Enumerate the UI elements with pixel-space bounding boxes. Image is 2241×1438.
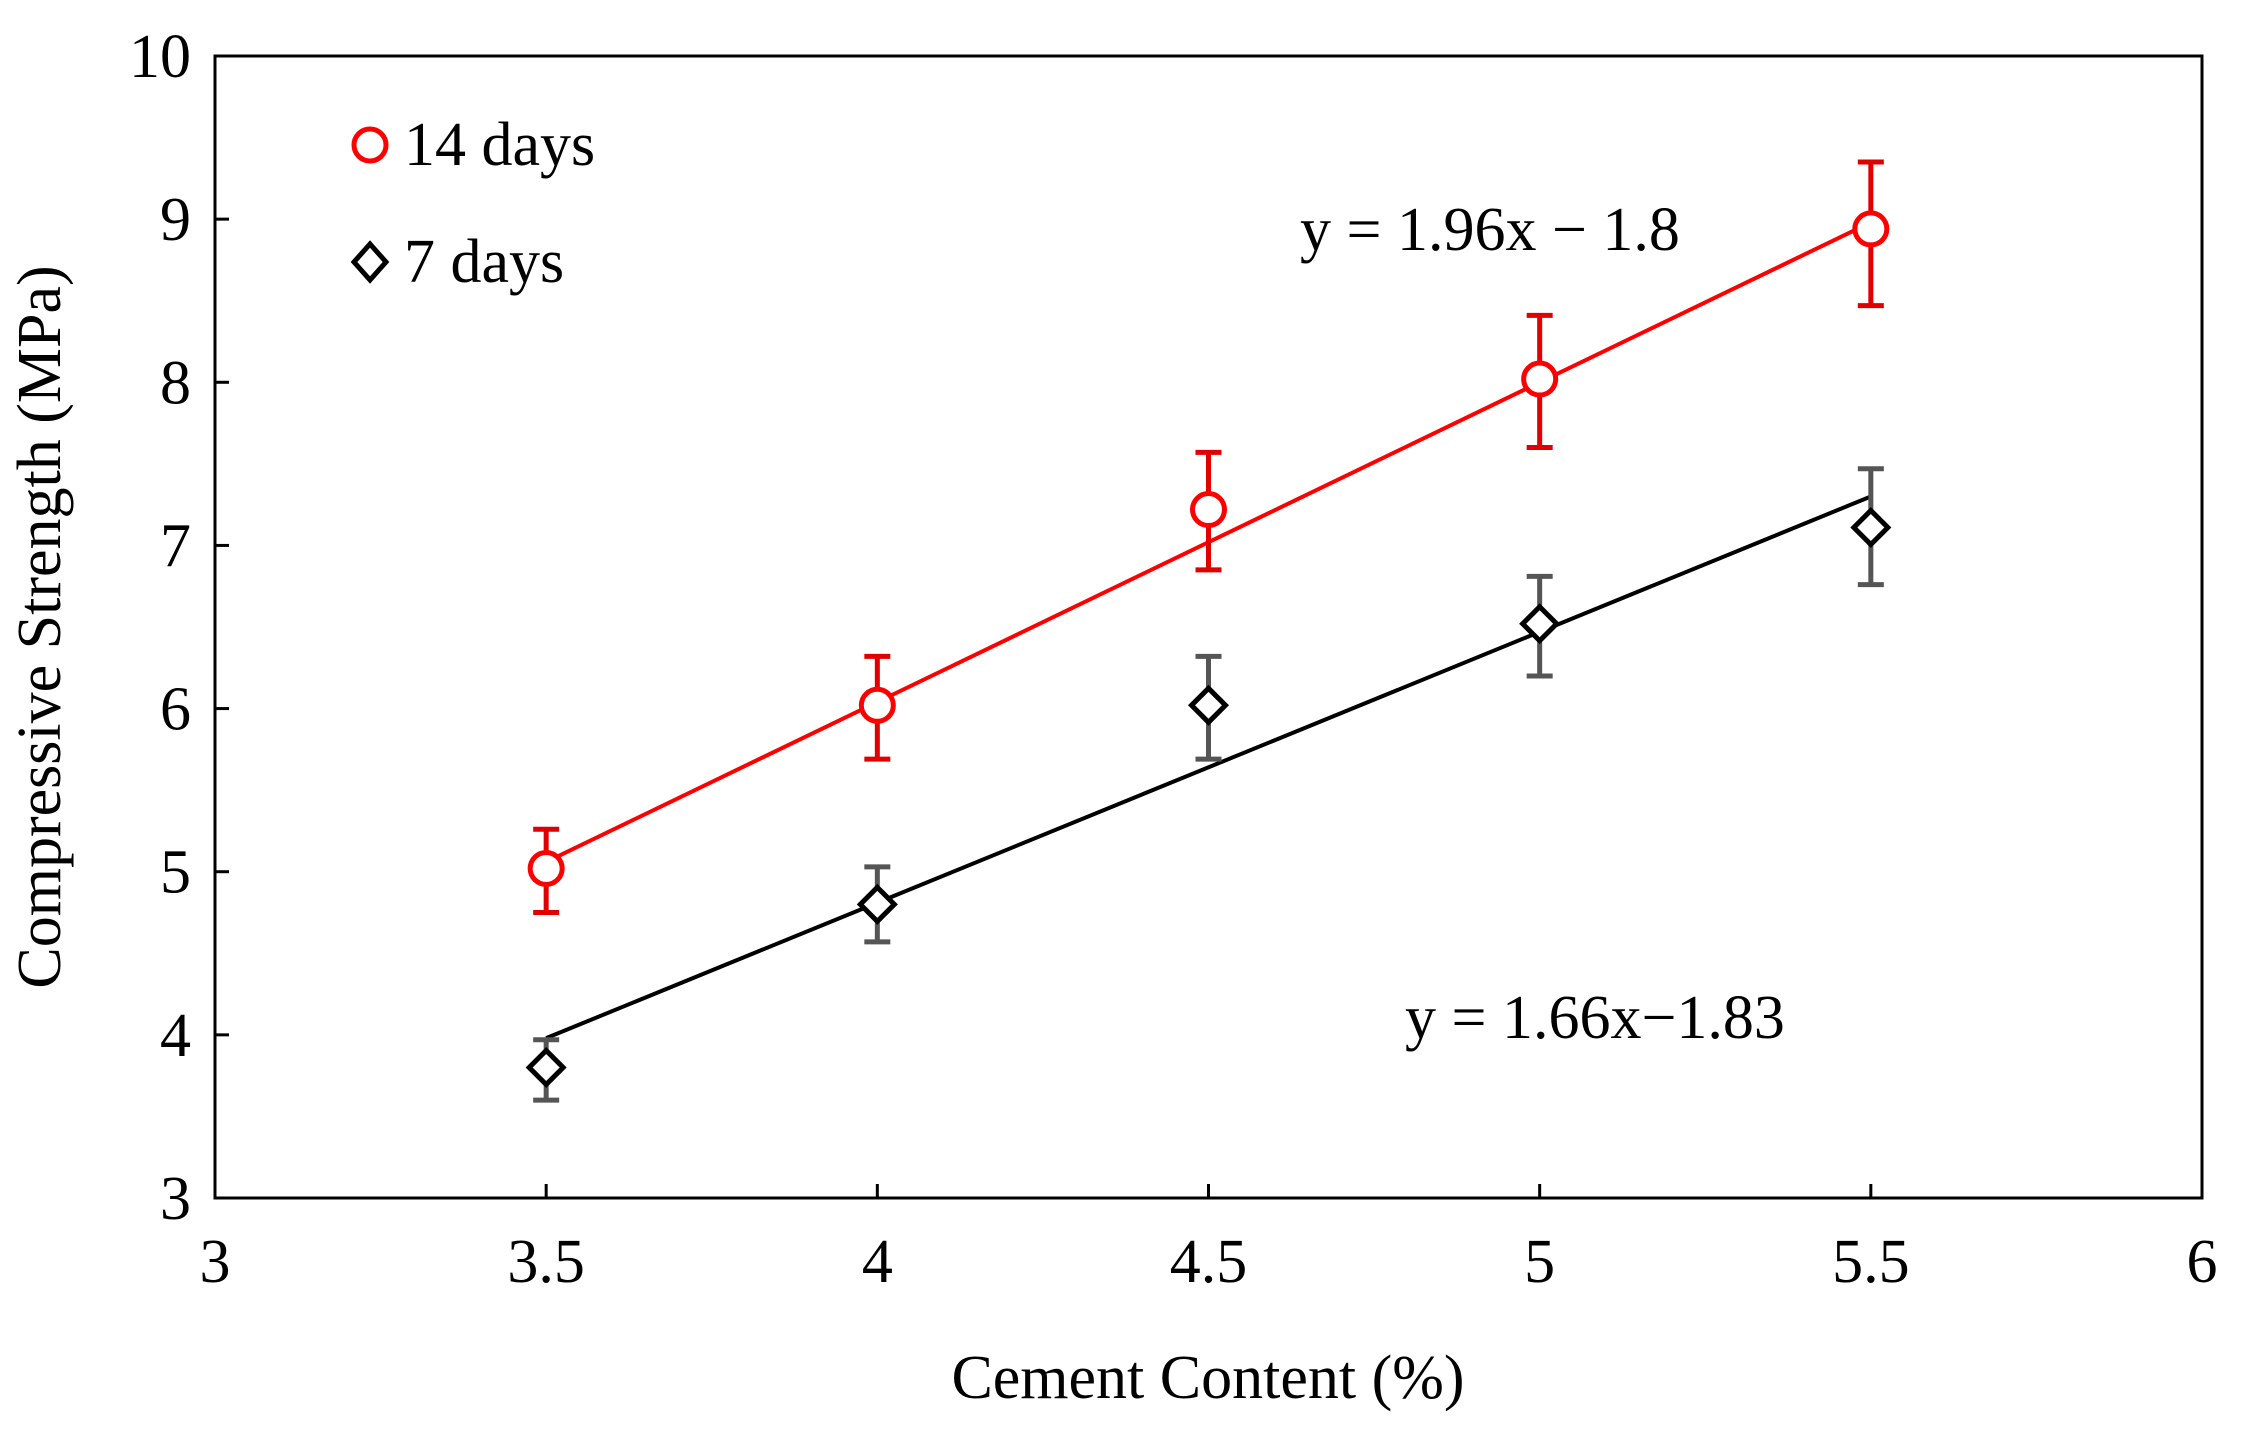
equation-14-days: y = 1.96x − 1.8 [1300,196,1680,264]
point-7-days [856,883,898,925]
y-tick-label: 5 [160,839,191,907]
y-tick-label: 9 [160,186,191,254]
x-tick-label: 6 [2187,1228,2218,1296]
point-14-days [858,686,896,724]
y-tick-label: 4 [160,1002,191,1070]
y-tick-label: 8 [160,349,191,417]
y-tick-label: 7 [160,512,191,580]
y-tick-label: 10 [129,23,191,91]
point-14-days [1852,210,1890,248]
point-14-days [527,849,565,887]
legend-marker-14-days [351,126,389,164]
plot-frame [213,54,2204,1200]
x-tick-label: 5 [1524,1228,1555,1296]
point-7-days [1850,506,1892,549]
y-tick-label: 6 [160,676,191,744]
point-7-days [1187,684,1230,726]
legend-marker-7-days [350,240,390,284]
point-14-days [1190,491,1227,529]
legend-label-7-days: 7 days [404,228,564,296]
legend: 14 days 7 days [350,111,595,296]
y-axis-ticks: 3 4 5 6 7 8 9 10 [129,23,229,1233]
x-tick-label: 5.5 [1832,1228,1910,1296]
x-tick-label: 4 [862,1228,893,1296]
x-tick-label: 3.5 [507,1228,585,1296]
equation-7-days: y = 1.66x−1.83 [1405,984,1785,1052]
trendline-7-days [545,494,1872,1040]
y-tick-label: 3 [160,1165,191,1233]
y-axis-label: Compressive Strength (MPa) [6,265,74,988]
x-tick-label: 3 [200,1228,231,1296]
point-14-days [1521,360,1559,398]
point-7-days [1519,603,1561,645]
data-markers [525,210,1892,1089]
x-axis-label: Cement Content (%) [951,1344,1464,1412]
x-tick-label: 4.5 [1170,1228,1248,1296]
point-7-days [525,1046,567,1089]
x-axis-ticks: 3 3.5 4 4.5 5 5.5 6 [200,1184,2218,1296]
legend-label-14-days: 14 days [404,111,595,179]
